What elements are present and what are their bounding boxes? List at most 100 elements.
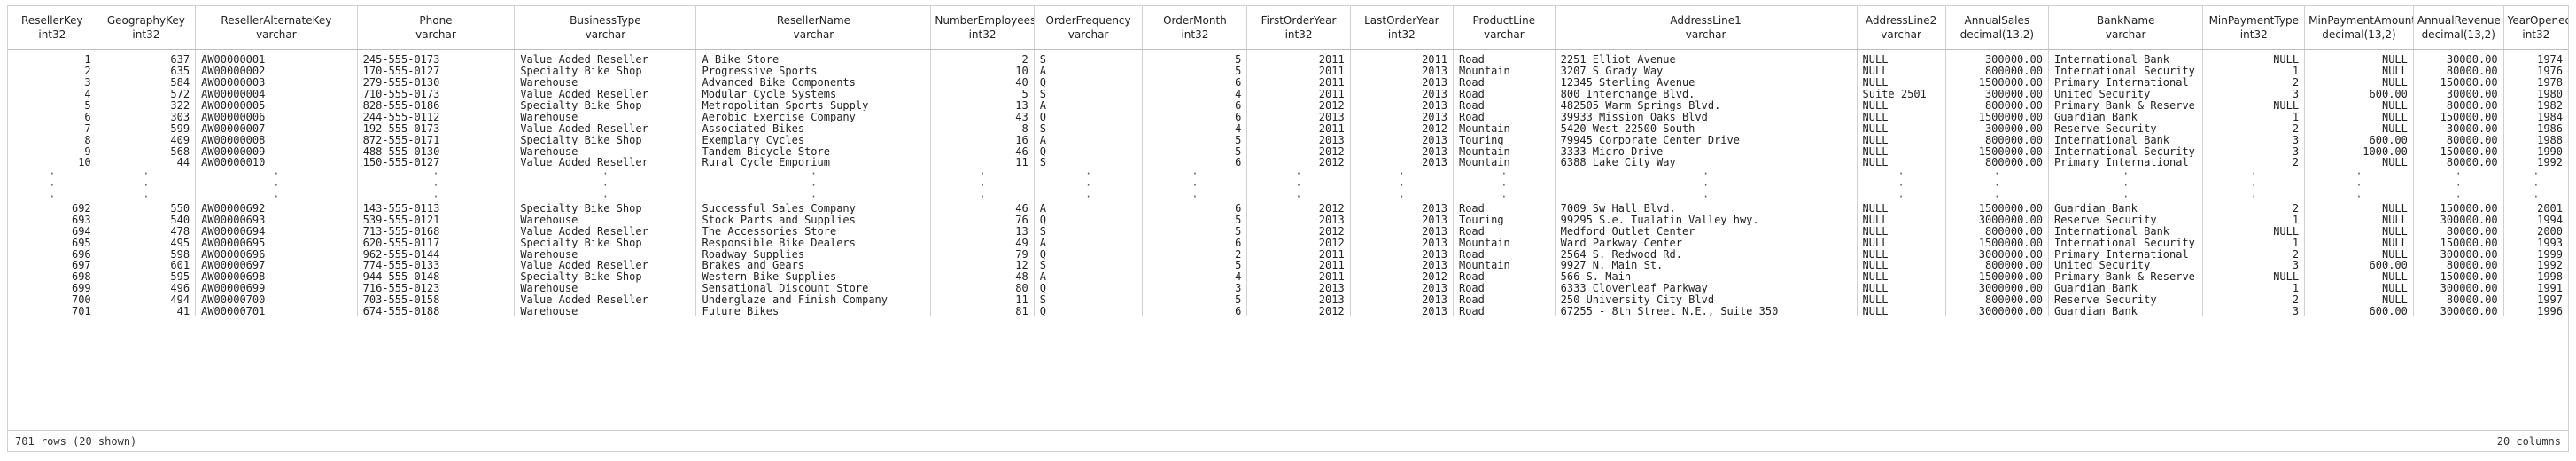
table-cell: AW00000695 — [195, 237, 358, 249]
table-row[interactable]: 696 598 AW00000696 962-555-0144 Warehouse Roa… — [8, 248, 2568, 261]
table-row[interactable]: 695 495 AW00000695 620-555-0117 Specialty Bi… — [8, 237, 2568, 249]
column-header[interactable]: ResellerName varchar — [695, 6, 932, 50]
column-header[interactable]: ProductLine varchar — [1453, 6, 1556, 50]
table-cell: 637 — [97, 49, 197, 66]
table-cell: 300000.00 — [2413, 305, 2504, 317]
table-cell: 1988 — [2537, 134, 2563, 146]
table-cell: Touring — [1453, 214, 1556, 226]
column-header[interactable]: NumberEmployees int32 — [930, 6, 1035, 50]
ellipsis-cell: · — [8, 179, 97, 191]
column-header[interactable]: AddressLine2 varchar — [1857, 6, 1946, 50]
column-header[interactable]: OrderFrequency varchar — [1034, 6, 1144, 50]
table-cell: 2013 — [1246, 282, 1351, 294]
table-row[interactable]: 5 322 AW00000005 828-555-0186 Specialty Bike… — [8, 99, 2568, 112]
ellipsis-cell: · — [1857, 179, 1946, 191]
column-header[interactable]: OrderMonth int32 — [1142, 6, 1248, 50]
table-cell: Suite 2501 — [1857, 88, 1946, 100]
table-row[interactable]: 700 494 AW00000700 703-555-0158 Value Added … — [8, 293, 2568, 306]
table-cell: 99295 S.e. Tualatin Valley_hwy. — [1555, 214, 1858, 226]
table-row[interactable]: 701 41 AW00000701 674-555-0188 Warehouse Futu… — [8, 305, 2568, 317]
table-cell: Road — [1453, 49, 1556, 66]
table-cell: 5 — [8, 99, 97, 112]
table-row[interactable]: 4 572 AW00000004 710-555-0173 Value Added Re… — [8, 88, 2568, 100]
table-cell: 150000.00 — [2413, 76, 2504, 89]
table-cell: Mountain — [1453, 65, 1556, 77]
ellipsis-cell: · — [1142, 168, 1248, 180]
table-cell: 620-555-0117 — [357, 237, 516, 249]
table-row[interactable]: 9 568 AW00000009 488-555-0130 Warehouse Tande… — [8, 145, 2568, 158]
ellipsis-cell: · — [1142, 179, 1248, 191]
ellipsis-cell: · — [1246, 168, 1351, 180]
column-header[interactable]: YearOpened int32 — [2503, 6, 2568, 50]
table-row[interactable]: 699 496 AW00000699 716-555-0123 Warehouse Sen… — [8, 282, 2568, 294]
column-header[interactable]: AnnualRevenue decimal(13,2) — [2413, 6, 2504, 50]
column-name: FirstOrderYear — [1261, 14, 1337, 27]
table-cell: NULL — [1857, 260, 1946, 271]
column-header[interactable]: GeographyKey int32 — [97, 6, 197, 50]
table-cell: 495 — [97, 237, 197, 249]
table-cell: 697 — [8, 260, 97, 271]
table-cell: Q — [1034, 282, 1144, 294]
table-cell: A — [1034, 237, 1144, 249]
column-header[interactable]: BusinessType varchar — [514, 6, 697, 50]
table-cell: 600.00 — [2304, 305, 2414, 317]
column-type: int32 — [38, 28, 66, 41]
table-header: ResellerKey int32 GeographyKey int32 Reselle… — [8, 6, 2568, 50]
table-cell: 6 — [1142, 157, 1248, 168]
column-header[interactable]: MinPaymentAmount decimal(13,2) — [2304, 6, 2414, 50]
table-cell: 300000.00 — [1945, 122, 2049, 135]
table-cell: 478 — [97, 225, 197, 238]
table-cell: 46 — [930, 202, 1035, 215]
column-header[interactable]: AnnualSales decimal(13,2) — [1945, 6, 2049, 50]
table-cell: A — [1034, 99, 1144, 112]
table-row[interactable]: 2 635 AW00000002 170-555-0127 Specialty Bike… — [8, 65, 2568, 77]
column-header[interactable]: BankName varchar — [2048, 6, 2204, 50]
table-cell: 1990 — [2537, 145, 2563, 158]
table-cell: 2013 — [1350, 282, 1454, 294]
table-cell: Western Bike Supplies — [695, 270, 932, 283]
table-row[interactable]: 698 595 AW00000698 944-555-0148 Specialty Bi… — [8, 270, 2568, 283]
table-cell: 2564 S. Redwood Rd. — [1555, 248, 1858, 261]
column-type: int32 — [2239, 28, 2268, 41]
column-type: varchar — [1067, 28, 1109, 41]
column-type: varchar — [2105, 28, 2146, 41]
table-row[interactable]: 10 44 AW00000010 150-555-0127 Value Added Re… — [8, 157, 2568, 168]
table-row[interactable]: 694 478 AW00000694 713-555-0168 Value Added … — [8, 225, 2568, 238]
column-header[interactable]: ResellerKey int32 — [8, 6, 97, 50]
column-header[interactable]: Phone varchar — [357, 6, 516, 50]
table-cell: NULL — [1857, 157, 1946, 168]
table-cell: Advanced Bike Components — [695, 76, 932, 89]
table-cell: 2012 — [1246, 225, 1351, 238]
table-row[interactable]: 8 409 AW00000008 872-555-0171 Specialty Bike… — [8, 134, 2568, 146]
table-row[interactable]: 693 540 AW00000693 539-555-0121 Warehouse Sto… — [8, 214, 2568, 226]
ellipsis-cell: · — [2533, 168, 2540, 180]
table-cell: 1 — [2202, 282, 2306, 294]
column-header[interactable]: AddressLine1 varchar — [1555, 6, 1858, 50]
table-row[interactable]: 3 584 AW00000003 279-555-0130 Warehouse Advan… — [8, 76, 2568, 89]
table-cell: 1978 — [2537, 76, 2563, 89]
ellipsis-cell: · — [8, 168, 97, 180]
table-cell: 696 — [8, 248, 97, 261]
column-header[interactable]: LastOrderYear int32 — [1350, 6, 1454, 50]
column-header[interactable]: MinPaymentType int32 — [2202, 6, 2306, 50]
table-cell: 300000.00 — [2413, 282, 2504, 294]
table-cell: 43 — [930, 111, 1035, 123]
table-row[interactable]: 6 303 AW00000006 244-555-0112 Warehouse Aerob… — [8, 111, 2568, 123]
ellipsis-cell: · — [357, 179, 516, 191]
table-cell: 716-555-0123 — [357, 282, 516, 294]
column-type: varchar — [256, 28, 297, 41]
column-header[interactable]: FirstOrderYear int32 — [1246, 6, 1351, 50]
column-name: NumberEmployees — [935, 14, 1035, 27]
table-cell: 1998 — [2537, 270, 2563, 283]
table-row[interactable]: 1 637 AW00000001 245-555-0173 Value Added Re… — [8, 49, 2568, 66]
table-cell: NULL — [1857, 111, 1946, 123]
table-cell: 692 — [8, 202, 97, 215]
table-row[interactable]: 692 550 AW00000692 143-555-0113 Specialty Bi… — [8, 202, 2568, 215]
table-row[interactable]: 7 599 AW00000007 192-555-0173 Value Added Re… — [8, 122, 2568, 135]
table-cell: 2012 — [1246, 145, 1351, 158]
table-cell: Reserve Security — [2048, 214, 2204, 226]
table-cell: 2012 — [1246, 99, 1351, 112]
column-header[interactable]: ResellerAlternateKey varchar — [195, 6, 358, 50]
table-row[interactable]: 697 601 AW00000697 774-555-0133 Value Added … — [8, 260, 2568, 271]
ellipsis-cell: · — [2048, 168, 2204, 180]
